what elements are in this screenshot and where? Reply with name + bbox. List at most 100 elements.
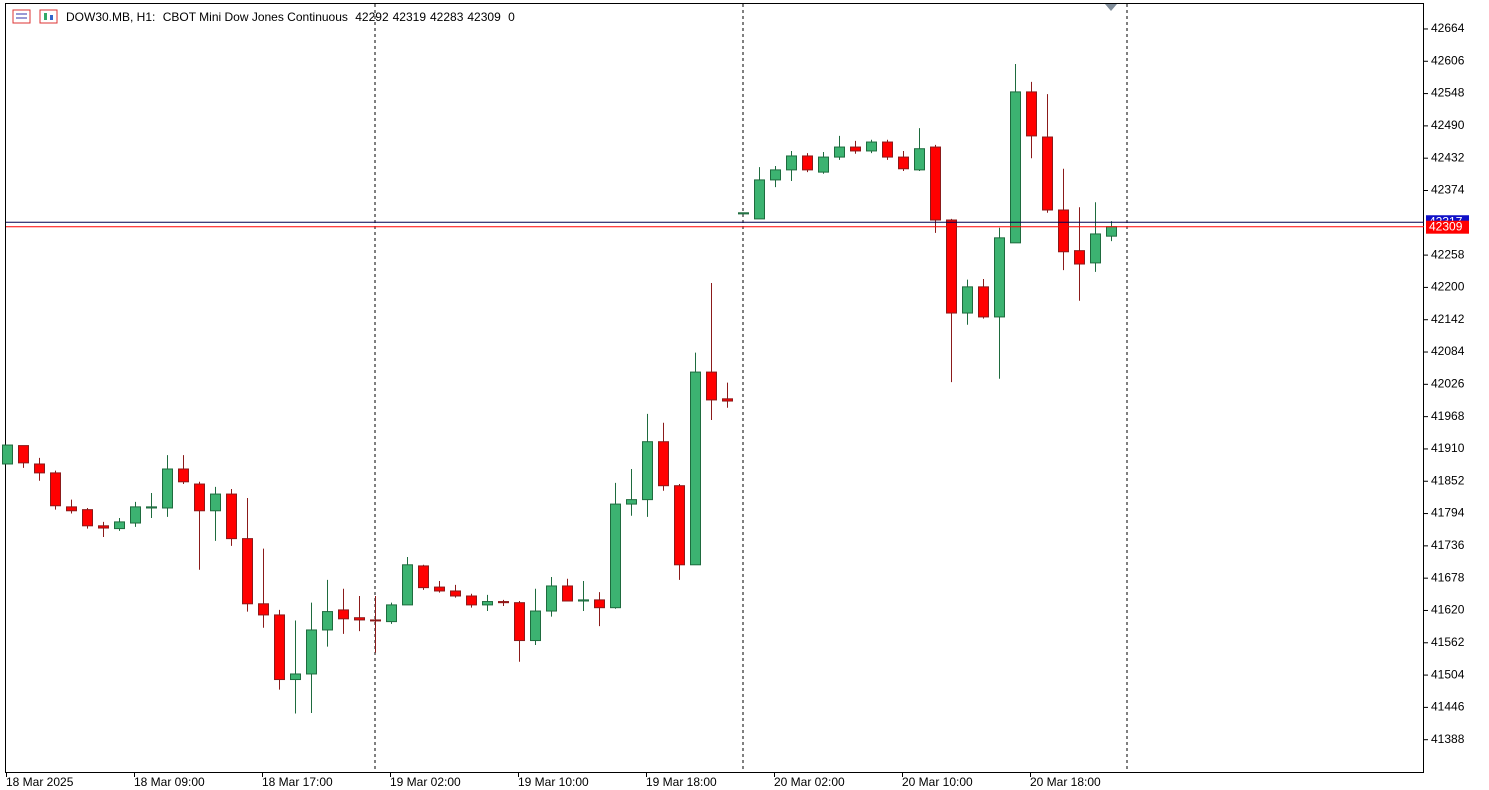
- candle-body: [770, 169, 781, 181]
- y-tick-label: 42200: [1431, 280, 1465, 294]
- y-tick-label: 42084: [1431, 344, 1465, 358]
- candle-body: [482, 601, 493, 606]
- y-tick-label: 42664: [1431, 21, 1465, 35]
- candle-body: [946, 219, 957, 314]
- candle-body: [930, 146, 941, 221]
- candle-body: [1010, 91, 1021, 244]
- candle-body: [114, 521, 125, 530]
- candle-body: [690, 371, 701, 566]
- candle-body: [562, 585, 573, 602]
- ohlc-low: 42283: [430, 10, 464, 24]
- candle-body: [130, 506, 141, 524]
- y-tick-label: 41736: [1431, 538, 1465, 552]
- candle-body: [530, 610, 541, 642]
- candle-body: [258, 603, 269, 616]
- candle-body: [162, 468, 173, 509]
- y-tick-label: 41678: [1431, 570, 1465, 584]
- y-tick-label: 42432: [1431, 150, 1465, 164]
- description: CBOT Mini Dow Jones Continuous: [162, 10, 348, 24]
- x-tick-label: 20 Mar 02:00: [774, 775, 845, 789]
- candle-body: [754, 179, 765, 220]
- candle-body: [738, 212, 749, 215]
- y-tick-label: 42606: [1431, 53, 1465, 67]
- candle-body: [18, 445, 29, 464]
- candle-body: [354, 617, 365, 621]
- candle-body: [50, 472, 61, 507]
- candle-body: [994, 237, 1005, 318]
- candle-body: [866, 141, 877, 152]
- y-tick-label: 41968: [1431, 409, 1465, 423]
- y-tick-label: 42142: [1431, 312, 1465, 326]
- candle-body: [146, 506, 157, 509]
- y-tick-label: 42026: [1431, 377, 1465, 391]
- y-tick-label: 41388: [1431, 732, 1465, 746]
- candle-body: [1106, 226, 1117, 237]
- candle-body: [418, 565, 429, 589]
- x-tick-label: 20 Mar 18:00: [1030, 775, 1101, 789]
- candle-body: [722, 398, 733, 402]
- candle-body: [914, 148, 925, 171]
- candle-body: [82, 509, 93, 527]
- candle-body: [658, 441, 669, 487]
- candle-body: [1026, 91, 1037, 137]
- candle-body: [226, 493, 237, 540]
- candle-body: [706, 371, 717, 401]
- y-tick-label: 41562: [1431, 635, 1465, 649]
- candle-body: [322, 611, 333, 631]
- y-tick-label: 41794: [1431, 506, 1465, 520]
- x-tick-label: 18 Mar 17:00: [262, 775, 333, 789]
- candle-body: [610, 503, 621, 609]
- y-tick-label: 42548: [1431, 86, 1465, 100]
- y-tick-label: 42258: [1431, 247, 1465, 261]
- candle-body: [642, 441, 653, 501]
- candle-body: [338, 609, 349, 620]
- candle-body: [834, 146, 845, 158]
- candle-body: [850, 146, 861, 152]
- ohlc-close: 42309: [467, 10, 501, 24]
- candle-body: [210, 493, 221, 512]
- candle-body: [290, 673, 301, 681]
- symbol: DOW30.MB, H1:: [66, 10, 156, 24]
- icon: [39, 9, 58, 24]
- y-tick-label: 41852: [1431, 473, 1465, 487]
- candle-body: [434, 586, 445, 592]
- candle-body: [1042, 136, 1053, 211]
- scroll-marker: [1105, 4, 1117, 11]
- candle-body: [498, 601, 509, 604]
- ohlc-high: 42319: [392, 10, 426, 24]
- icon: [44, 13, 47, 20]
- candle-body: [370, 619, 381, 622]
- candle-body: [274, 614, 285, 681]
- candle-body: [514, 602, 525, 642]
- bid-label: 42309: [1429, 219, 1463, 233]
- candle-body: [818, 156, 829, 173]
- candle-body: [386, 604, 397, 623]
- candle-body: [802, 155, 813, 171]
- y-tick-label: 41910: [1431, 441, 1465, 455]
- candle-body: [66, 506, 77, 512]
- ohlc-open: 42292: [355, 10, 389, 24]
- candle-body: [898, 156, 909, 170]
- icon: [50, 15, 53, 20]
- x-tick-label: 19 Mar 10:00: [518, 775, 589, 789]
- x-tick-label: 18 Mar 2025: [6, 775, 74, 789]
- x-tick-label: 20 Mar 10:00: [902, 775, 973, 789]
- y-tick-label: 42374: [1431, 183, 1465, 197]
- candle-body: [1074, 250, 1085, 265]
- candle-body: [1090, 233, 1101, 264]
- x-tick-label: 19 Mar 02:00: [390, 775, 461, 789]
- candle-body: [626, 499, 637, 505]
- candle-body: [306, 629, 317, 675]
- icon: [12, 9, 31, 24]
- candle-body: [98, 525, 109, 529]
- candle-body: [34, 463, 45, 474]
- spread: 0: [508, 10, 515, 24]
- candle-body: [594, 599, 605, 609]
- candle-body: [402, 564, 413, 606]
- candle-body: [578, 599, 589, 602]
- candle-body: [882, 141, 893, 158]
- candle-body: [178, 468, 189, 483]
- candle-body: [786, 155, 797, 171]
